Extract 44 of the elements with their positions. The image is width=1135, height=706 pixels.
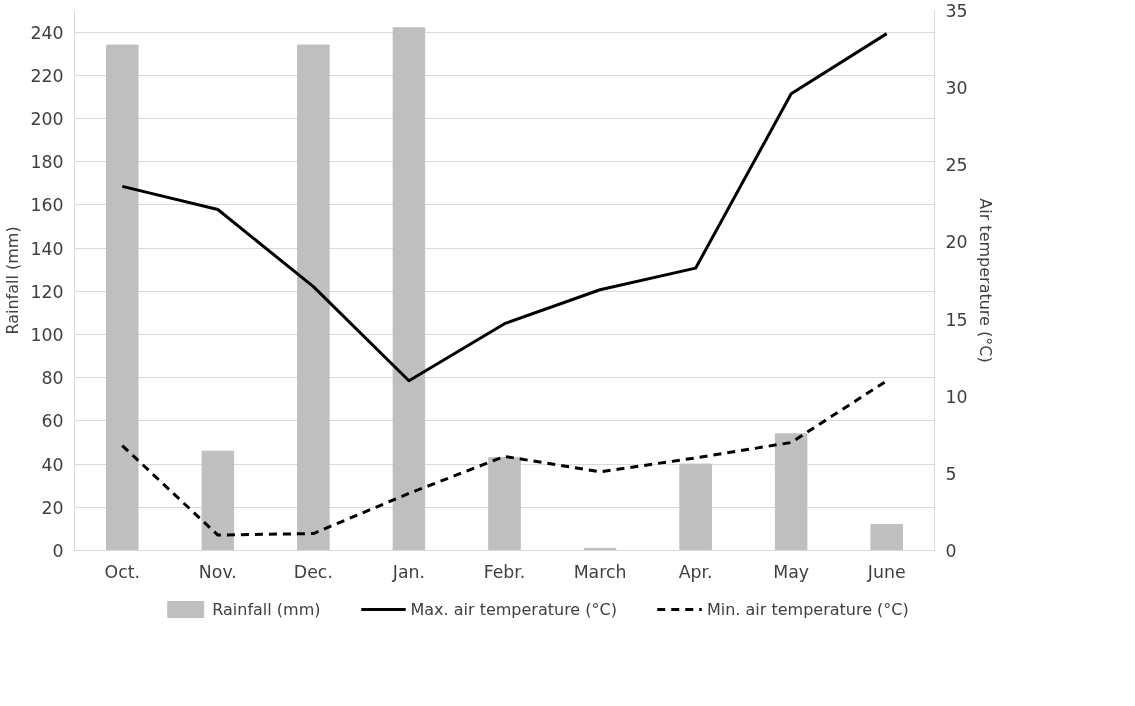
bar: [297, 44, 330, 551]
y-tick-label: 20: [41, 497, 64, 518]
x-tick-label: Nov.: [198, 561, 237, 582]
x-tick-label: Jan.: [391, 561, 426, 582]
y2-tick-label: 20: [945, 232, 968, 253]
y2-tick-label: 10: [945, 386, 968, 407]
bar: [201, 450, 235, 551]
x-tick-label: Dec.: [293, 561, 333, 582]
y2-tick-label: 35: [945, 1, 968, 21]
y-tick-label: 180: [30, 152, 64, 173]
y2-tick-label: 25: [945, 155, 968, 176]
y-tick-label: 140: [30, 238, 64, 259]
y2-tick-label: 15: [945, 309, 968, 330]
x-tick-label: Apr.: [678, 561, 713, 582]
y-tick-label: 200: [30, 109, 64, 129]
bar: [392, 27, 426, 551]
y-axis-title: Rainfall (mm): [3, 226, 23, 335]
bar: [679, 463, 712, 551]
y2-tick-label: 30: [945, 78, 968, 99]
x-tick-label: June: [866, 561, 906, 582]
bar: [488, 457, 521, 551]
y-tick-label: 0: [52, 541, 64, 561]
y-tick-label: 160: [30, 195, 64, 216]
bar: [774, 433, 808, 551]
line-series: [120, 32, 889, 383]
y-tick-label: 40: [41, 454, 64, 475]
y2-tick-label: 5: [945, 463, 957, 484]
y-tick-label: 220: [30, 65, 64, 86]
y-tick-label: 100: [30, 325, 64, 345]
y-tick-label: 80: [41, 368, 64, 389]
x-tick-label: Oct.: [104, 561, 141, 582]
bar: [106, 44, 139, 551]
x-tick-label: Febr.: [483, 561, 526, 582]
y-tick-label: 120: [30, 281, 64, 302]
y2-tick-label: 0: [945, 541, 957, 561]
bar: [870, 524, 903, 551]
legend-label: Max. air temperature (°C): [410, 599, 617, 619]
y-tick-label: 60: [41, 411, 64, 432]
x-tick-label: May: [773, 561, 810, 582]
legend-label: Min. air temperature (°C): [706, 599, 909, 619]
y-tick-label: 240: [30, 22, 64, 43]
x-tick-label: March: [573, 561, 627, 582]
legend-label: Rainfall (mm): [212, 599, 321, 619]
y2-axis-title: Air temperature (°C): [975, 198, 995, 363]
